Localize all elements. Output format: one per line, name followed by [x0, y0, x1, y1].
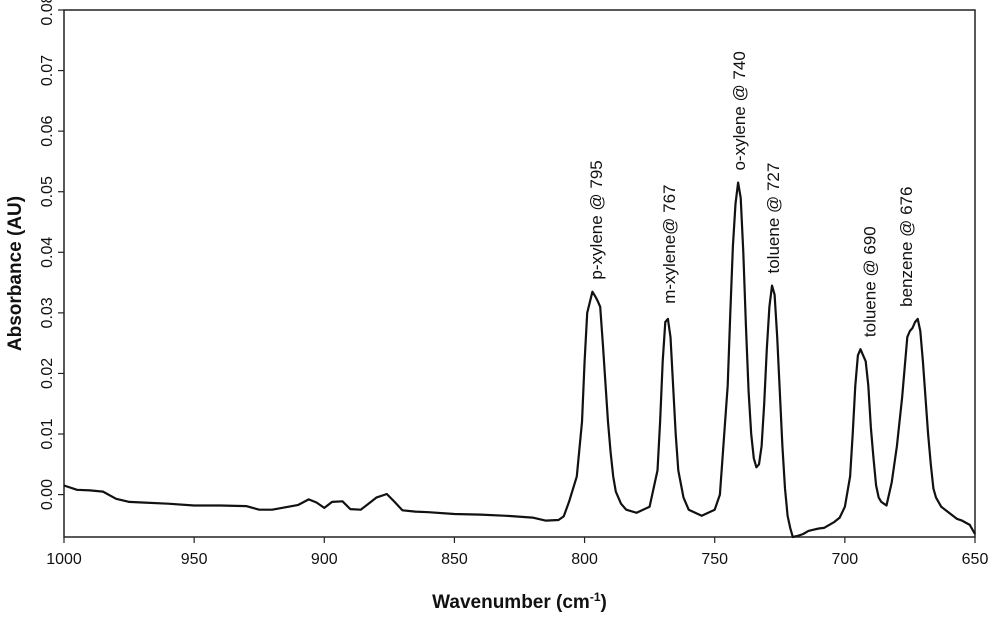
peak-annotation-label: m-xylene@ 767	[660, 184, 679, 303]
peak-annotations: p-xylene @ 795 m-xylene@ 767 o-xylene @ 74…	[587, 51, 916, 337]
peak-annotation-label: toluene @ 690	[860, 226, 879, 337]
x-tick-label: 650	[962, 551, 989, 568]
y-axis-title: Absorbance (AU)	[5, 196, 26, 351]
y-tick-label: 0.07	[39, 55, 56, 86]
x-axis-title-superscript: -1	[590, 590, 601, 604]
absorbance-spectrum-line	[63, 181, 976, 539]
y-tick-label: 0.06	[39, 115, 56, 146]
peak-annotation-label: toluene @ 727	[764, 163, 783, 274]
peak-annotation-label: benzene @ 676	[897, 187, 916, 307]
y-tick-label: 0.02	[39, 358, 56, 389]
plot-frame	[63, 9, 976, 538]
peak-annotation-label: o-xylene @ 740	[730, 51, 749, 170]
peak-annotation-label: p-xylene @ 795	[587, 160, 606, 279]
y-tick-label: 0.01	[39, 418, 56, 449]
y-axis: 0.00 0.01 0.02 0.03 0.04 0.05 0.06 0.07 0.08	[39, 0, 64, 510]
x-axis-title-main: Wavenumber (cm	[432, 592, 590, 613]
x-tick-label: 1000	[46, 551, 82, 568]
x-tick-label: 900	[311, 551, 338, 568]
y-tick-label: 0.08	[39, 0, 56, 26]
y-tick-label: 0.05	[39, 176, 56, 207]
x-tick-label: 800	[571, 551, 598, 568]
x-axis-title: Wavenumber (cm-1)	[432, 590, 607, 613]
x-tick-label: 750	[701, 551, 728, 568]
y-tick-label: 0.03	[39, 297, 56, 328]
x-tick-label: 950	[181, 551, 208, 568]
x-axis: 1000 950 900 850 800 750 700 650	[46, 537, 988, 568]
x-tick-label: 850	[441, 551, 468, 568]
y-tick-label: 0.00	[39, 479, 56, 510]
y-tick-label: 0.04	[39, 237, 56, 268]
x-tick-label: 700	[832, 551, 859, 568]
x-axis-title-end: )	[601, 592, 607, 613]
